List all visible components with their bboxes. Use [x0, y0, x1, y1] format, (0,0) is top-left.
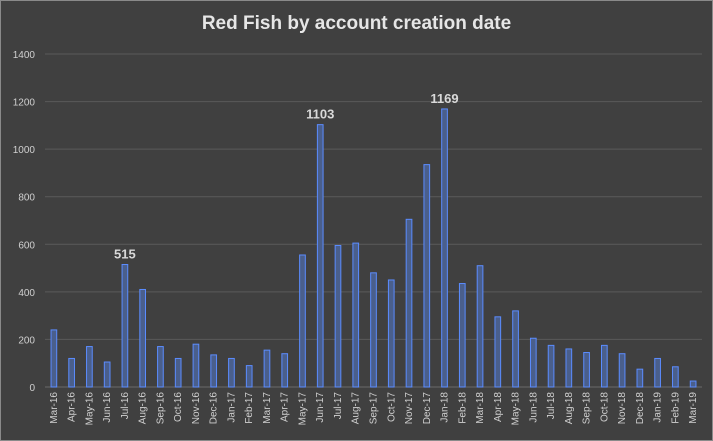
bar: [689, 380, 697, 388]
bar: [121, 264, 129, 388]
bar: [512, 310, 519, 388]
x-tick-label: Jul-17: [333, 392, 344, 420]
bar: [352, 242, 360, 388]
y-tick-label: 200: [18, 335, 35, 346]
bar: [654, 357, 661, 388]
bar: [281, 353, 289, 388]
x-tick-label: Oct-16: [173, 392, 184, 422]
x-tick-label: Jul-16: [120, 392, 131, 420]
x-tick-label: Mar-19: [688, 392, 699, 424]
data-label: 1103: [306, 107, 334, 122]
bar: [547, 344, 555, 388]
bar: [103, 361, 111, 388]
bar: [387, 279, 395, 388]
x-tick-label: Jan-19: [653, 392, 664, 423]
x-tick-label: Mar-18: [475, 392, 486, 424]
x-tick-label: Jan-18: [440, 392, 451, 423]
y-tick-label: 0: [29, 383, 35, 394]
x-tick-label: Nov-16: [191, 392, 202, 425]
x-tick-label: May-18: [511, 392, 522, 426]
y-tick-label: 1000: [13, 145, 36, 156]
bar: [68, 357, 75, 388]
bar: [370, 272, 377, 388]
bar: [228, 357, 235, 388]
bar: [672, 366, 679, 388]
bar: [636, 368, 644, 388]
bar: [50, 329, 58, 388]
x-tick-label: Aug-17: [351, 392, 362, 425]
x-tick-label: Feb-19: [670, 392, 681, 424]
x-tick-label: Oct-17: [386, 392, 397, 422]
bar: [299, 254, 306, 388]
chart-title: Red Fish by account creation date: [201, 13, 512, 34]
x-tick-label: Dec-16: [209, 392, 220, 425]
x-tick-label: Dec-17: [422, 392, 433, 425]
bar: [476, 265, 484, 388]
y-tick-label: 1400: [13, 50, 36, 61]
y-tick-label: 1200: [13, 98, 36, 109]
x-tick-label: Sep-16: [155, 392, 166, 425]
bar: [263, 349, 271, 388]
x-tick-label: Oct-18: [599, 392, 610, 422]
bar: [600, 344, 608, 388]
x-tick-label: Apr-16: [67, 392, 78, 422]
bar: [139, 288, 147, 388]
x-tick-label: Feb-17: [244, 392, 255, 424]
y-tick-label: 600: [18, 240, 35, 251]
bar: [174, 357, 182, 388]
x-tick-label: Aug-16: [138, 392, 149, 425]
x-tick-label: Apr-18: [493, 392, 504, 422]
x-tick-label: Mar-16: [49, 392, 60, 424]
bar: [583, 352, 590, 388]
x-tick-label: Dec-18: [635, 392, 646, 425]
data-label: 1169: [430, 91, 458, 106]
y-tick-label: 800: [18, 193, 35, 204]
x-tick-label: Jul-18: [546, 392, 557, 420]
data-label: 515: [114, 247, 136, 262]
x-tick-label: Nov-18: [617, 392, 628, 425]
bar: [192, 343, 200, 388]
x-tick-label: May-17: [297, 392, 308, 426]
x-tick-label: Mar-17: [262, 392, 273, 424]
x-tick-label: May-16: [84, 392, 95, 426]
y-tick-label: 400: [18, 288, 35, 299]
x-tick-label: Jun-17: [315, 392, 326, 423]
x-tick-label: Sep-18: [582, 392, 593, 425]
x-tick-label: Jun-16: [102, 392, 113, 423]
x-tick-label: Aug-18: [564, 392, 575, 425]
bar: [494, 316, 502, 388]
bar: [458, 283, 466, 388]
bar: [157, 346, 164, 388]
bar: [86, 346, 93, 388]
bar: [529, 337, 537, 388]
bar: [565, 348, 573, 388]
bar: [245, 365, 253, 388]
x-tick-label: Apr-17: [280, 392, 291, 422]
x-tick-label: Jan-17: [226, 392, 237, 423]
x-tick-label: Sep-17: [369, 392, 380, 425]
bar: [334, 244, 342, 388]
bar: [210, 354, 218, 388]
x-tick-label: Nov-17: [404, 392, 415, 425]
bar: [423, 164, 431, 388]
x-tick-label: Feb-18: [457, 392, 468, 424]
bar: [316, 124, 324, 388]
x-tick-label: Jun-18: [528, 392, 539, 423]
bar: [618, 353, 626, 388]
bar: [405, 218, 413, 388]
bar: [441, 108, 448, 388]
